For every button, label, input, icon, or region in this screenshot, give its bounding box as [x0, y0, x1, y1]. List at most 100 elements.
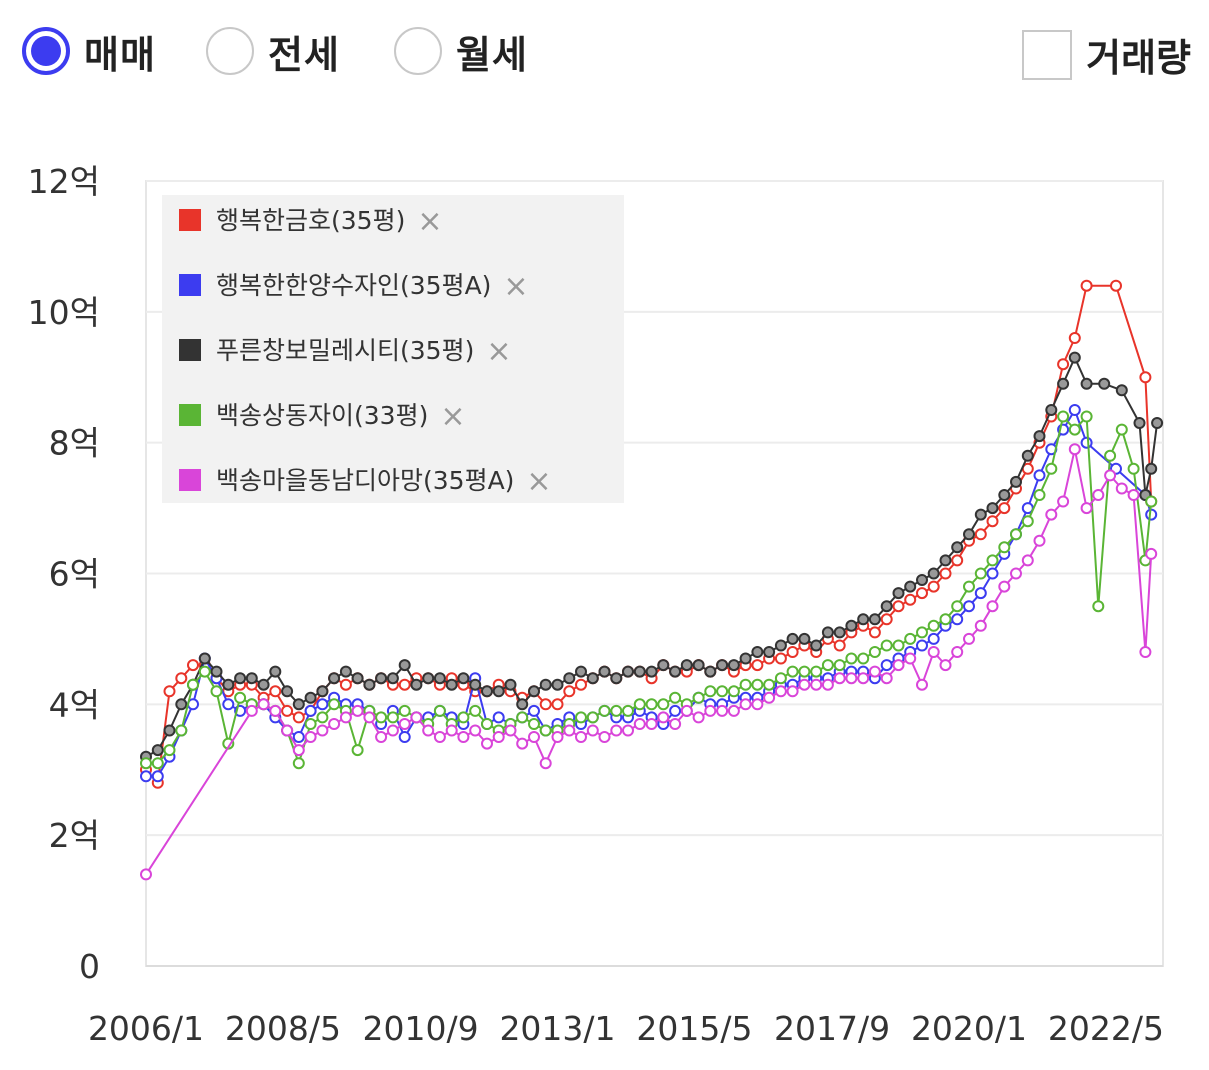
data-point[interactable] [774, 652, 787, 665]
data-point[interactable] [1057, 358, 1070, 371]
data-point[interactable] [292, 711, 305, 724]
data-point[interactable] [469, 724, 482, 737]
data-point[interactable] [692, 691, 705, 704]
data-point[interactable] [610, 724, 623, 737]
data-point[interactable] [680, 704, 693, 717]
data-point[interactable] [1021, 515, 1034, 528]
data-point[interactable] [1033, 489, 1046, 501]
data-point[interactable] [657, 711, 670, 724]
data-point[interactable] [716, 685, 729, 698]
data-point[interactable] [986, 502, 999, 515]
data-point[interactable] [563, 724, 576, 737]
data-point[interactable] [680, 659, 693, 672]
data-point[interactable] [951, 554, 964, 567]
data-point[interactable] [457, 672, 470, 685]
data-point[interactable] [857, 613, 870, 626]
data-point[interactable] [316, 711, 329, 724]
data-point[interactable] [351, 672, 364, 685]
data-point[interactable] [445, 724, 458, 737]
data-point[interactable] [904, 632, 917, 645]
data-point[interactable] [410, 711, 423, 724]
data-point[interactable] [351, 744, 364, 757]
data-point[interactable] [375, 731, 388, 743]
data-point[interactable] [175, 698, 188, 711]
data-point[interactable] [422, 724, 435, 737]
data-point[interactable] [833, 672, 846, 685]
data-point[interactable] [398, 659, 411, 672]
data-point[interactable] [857, 672, 870, 685]
data-point[interactable] [1045, 404, 1058, 416]
data-point[interactable] [622, 704, 634, 717]
data-point[interactable] [257, 698, 270, 711]
data-point[interactable] [798, 632, 811, 645]
data-point[interactable] [386, 724, 399, 737]
data-point[interactable] [1145, 547, 1158, 560]
data-point[interactable] [868, 646, 881, 658]
data-point[interactable] [880, 672, 893, 685]
data-point[interactable] [845, 619, 858, 632]
data-point[interactable] [375, 711, 388, 724]
data-point[interactable] [1068, 404, 1081, 416]
data-point[interactable] [551, 698, 564, 711]
data-point[interactable] [386, 672, 399, 685]
data-point[interactable] [187, 678, 199, 691]
data-point[interactable] [821, 659, 834, 672]
data-point[interactable] [1080, 436, 1093, 449]
data-point[interactable] [504, 678, 517, 691]
data-point[interactable] [175, 724, 188, 737]
data-point[interactable] [974, 528, 987, 541]
data-point[interactable] [692, 711, 705, 724]
data-point[interactable] [927, 580, 940, 593]
data-point[interactable] [1057, 410, 1070, 423]
data-point[interactable] [269, 685, 282, 698]
data-point[interactable] [363, 711, 376, 724]
data-point[interactable] [1115, 482, 1128, 495]
data-point[interactable] [998, 502, 1011, 515]
data-point[interactable] [1080, 410, 1093, 423]
data-point[interactable] [481, 737, 493, 750]
data-point[interactable] [163, 685, 176, 698]
data-point[interactable] [492, 731, 505, 743]
data-point[interactable] [951, 541, 964, 554]
data-point[interactable] [716, 659, 729, 672]
data-point[interactable] [927, 646, 940, 658]
volume-checkbox[interactable] [1022, 29, 1073, 80]
data-point[interactable] [281, 724, 294, 737]
data-point[interactable] [633, 718, 646, 730]
data-point[interactable] [269, 665, 282, 678]
data-point[interactable] [457, 711, 470, 724]
data-point[interactable] [810, 639, 823, 652]
data-point[interactable] [892, 639, 905, 652]
data-point[interactable] [363, 678, 376, 691]
data-point[interactable] [469, 678, 482, 691]
legend-item[interactable]: 백송상동자이(33평) × [179, 399, 465, 434]
data-point[interactable] [751, 646, 764, 658]
data-point[interactable] [575, 678, 587, 691]
data-point[interactable] [563, 685, 576, 698]
data-point[interactable] [739, 678, 752, 691]
remove-series-icon[interactable]: × [417, 204, 442, 239]
data-point[interactable] [504, 724, 517, 737]
data-point[interactable] [422, 672, 435, 685]
data-point[interactable] [1151, 417, 1164, 429]
data-point[interactable] [304, 704, 317, 717]
data-point[interactable] [292, 757, 305, 770]
data-point[interactable] [669, 718, 682, 730]
data-point[interactable] [974, 508, 987, 521]
data-point[interactable] [1145, 462, 1158, 475]
data-point[interactable] [904, 593, 917, 606]
data-point[interactable] [433, 704, 446, 717]
data-point[interactable] [1145, 495, 1158, 508]
data-point[interactable] [786, 665, 799, 678]
legend-item[interactable]: 푸른창보밀레시티(35평) × [179, 334, 511, 369]
data-point[interactable] [445, 678, 458, 691]
data-point[interactable] [539, 678, 552, 691]
data-point[interactable] [528, 704, 540, 717]
data-point[interactable] [763, 646, 776, 658]
data-point[interactable] [974, 567, 987, 580]
data-point[interactable] [492, 685, 505, 698]
data-point[interactable] [516, 698, 529, 711]
data-point[interactable] [669, 691, 682, 704]
data-point[interactable] [516, 737, 529, 750]
data-point[interactable] [927, 567, 940, 580]
